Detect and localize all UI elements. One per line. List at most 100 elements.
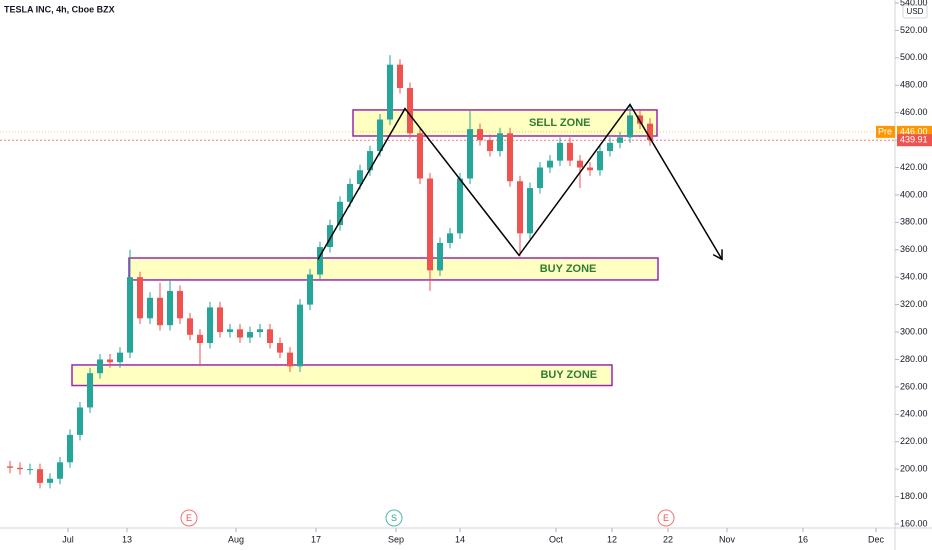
chart-title: TESLA INC, 4h, Cboe BZX xyxy=(4,4,115,14)
y-tick-label: 260.00 xyxy=(900,381,928,391)
candle-body xyxy=(607,142,613,152)
candle-body xyxy=(137,277,143,319)
candle-body xyxy=(357,170,363,184)
zone-label: SELL ZONE xyxy=(529,117,591,129)
candle-body xyxy=(417,133,423,179)
candle-body xyxy=(187,318,193,335)
candle-body xyxy=(617,137,623,143)
y-tick-label: 200.00 xyxy=(900,464,928,474)
y-tick-label: 240.00 xyxy=(900,409,928,419)
x-tick-label: 12 xyxy=(607,534,617,544)
x-tick-label: 13 xyxy=(122,534,132,544)
candle-body xyxy=(347,183,353,202)
candle-body xyxy=(257,329,263,333)
candle-body xyxy=(287,352,293,367)
candle-body xyxy=(517,181,523,234)
price-name: Pre xyxy=(878,126,892,136)
candle-body xyxy=(317,247,323,275)
y-tick-label: 320.00 xyxy=(900,299,928,309)
currency-box xyxy=(902,4,928,19)
candle-body xyxy=(27,469,33,471)
candle-body xyxy=(247,332,253,338)
y-tick-label: 180.00 xyxy=(900,491,928,501)
x-tick-label: 22 xyxy=(663,534,673,544)
candle-body xyxy=(567,142,573,161)
candle-body xyxy=(407,88,413,134)
candle-body xyxy=(387,64,393,120)
x-tick-label: Aug xyxy=(228,534,244,544)
candle-body xyxy=(147,297,153,319)
price-name-box xyxy=(876,125,895,138)
y-tick-label: 400.00 xyxy=(900,189,928,199)
candle-body xyxy=(267,329,273,344)
candle-body xyxy=(367,151,373,171)
candle-body xyxy=(647,123,653,141)
candle-body xyxy=(7,466,13,468)
candle-body xyxy=(47,478,53,483)
candle-body xyxy=(67,434,73,463)
candle-body xyxy=(87,373,93,408)
x-tick-label: 17 xyxy=(311,534,321,544)
candle-body xyxy=(217,307,223,333)
x-tick-label: Nov xyxy=(719,534,736,544)
y-tick-label: 360.00 xyxy=(900,244,928,254)
candle-body xyxy=(477,129,483,141)
candle-body xyxy=(447,233,453,243)
y-tick-label: 220.00 xyxy=(900,436,928,446)
price-label: 446.00 xyxy=(900,126,928,136)
candle-body xyxy=(157,297,163,326)
candle-body xyxy=(337,201,343,226)
y-tick-label: 160.00 xyxy=(900,518,928,528)
candle-body xyxy=(97,359,103,374)
price-label: 439.91 xyxy=(900,135,928,145)
candle-body xyxy=(557,142,563,161)
arrow-head xyxy=(712,249,723,261)
event-marker xyxy=(385,509,403,527)
candle-body xyxy=(107,359,113,363)
x-tick-label: 16 xyxy=(798,534,808,544)
y-tick-label: 280.00 xyxy=(900,354,928,364)
price-label-box xyxy=(897,134,932,147)
event-marker xyxy=(180,509,198,527)
y-tick-label: 540.00 xyxy=(900,0,928,7)
x-tick-label: 14 xyxy=(455,534,465,544)
y-tick-label: 300.00 xyxy=(900,326,928,336)
event-label: S xyxy=(391,513,397,523)
candle-body xyxy=(427,178,433,271)
candle-body xyxy=(467,129,473,179)
candle-body xyxy=(127,277,133,353)
candle-body xyxy=(597,151,603,171)
candle-body xyxy=(377,119,383,152)
candle-body xyxy=(507,133,513,182)
candle-body xyxy=(227,329,233,333)
candle-body xyxy=(177,290,183,319)
event-label: E xyxy=(186,513,192,523)
candle-body xyxy=(307,274,313,305)
candle-body xyxy=(297,304,303,367)
candle-body xyxy=(437,242,443,271)
candle-body xyxy=(167,290,173,326)
x-tick-label: Sep xyxy=(388,534,404,544)
candle-body xyxy=(547,160,553,168)
y-tick-label: 500.00 xyxy=(900,52,928,62)
event-label: E xyxy=(663,513,669,523)
y-tick-label: 460.00 xyxy=(900,107,928,117)
candle-body xyxy=(57,462,63,479)
x-tick-label: Dec xyxy=(868,534,885,544)
y-tick-label: 480.00 xyxy=(900,80,928,90)
candle-body xyxy=(207,307,213,344)
y-tick-label: 380.00 xyxy=(900,217,928,227)
candle-body xyxy=(327,225,333,248)
candle-body xyxy=(197,334,203,344)
zone xyxy=(71,364,613,387)
candle-body xyxy=(77,407,83,435)
candle-body xyxy=(527,188,533,234)
candle-body xyxy=(537,167,543,189)
zone-label: BUY ZONE xyxy=(540,369,597,381)
x-tick-label: Oct xyxy=(549,534,564,544)
candle-body xyxy=(37,469,43,483)
candle-body xyxy=(487,140,493,152)
candle-body xyxy=(457,178,463,234)
x-tick-label: Jul xyxy=(62,534,74,544)
